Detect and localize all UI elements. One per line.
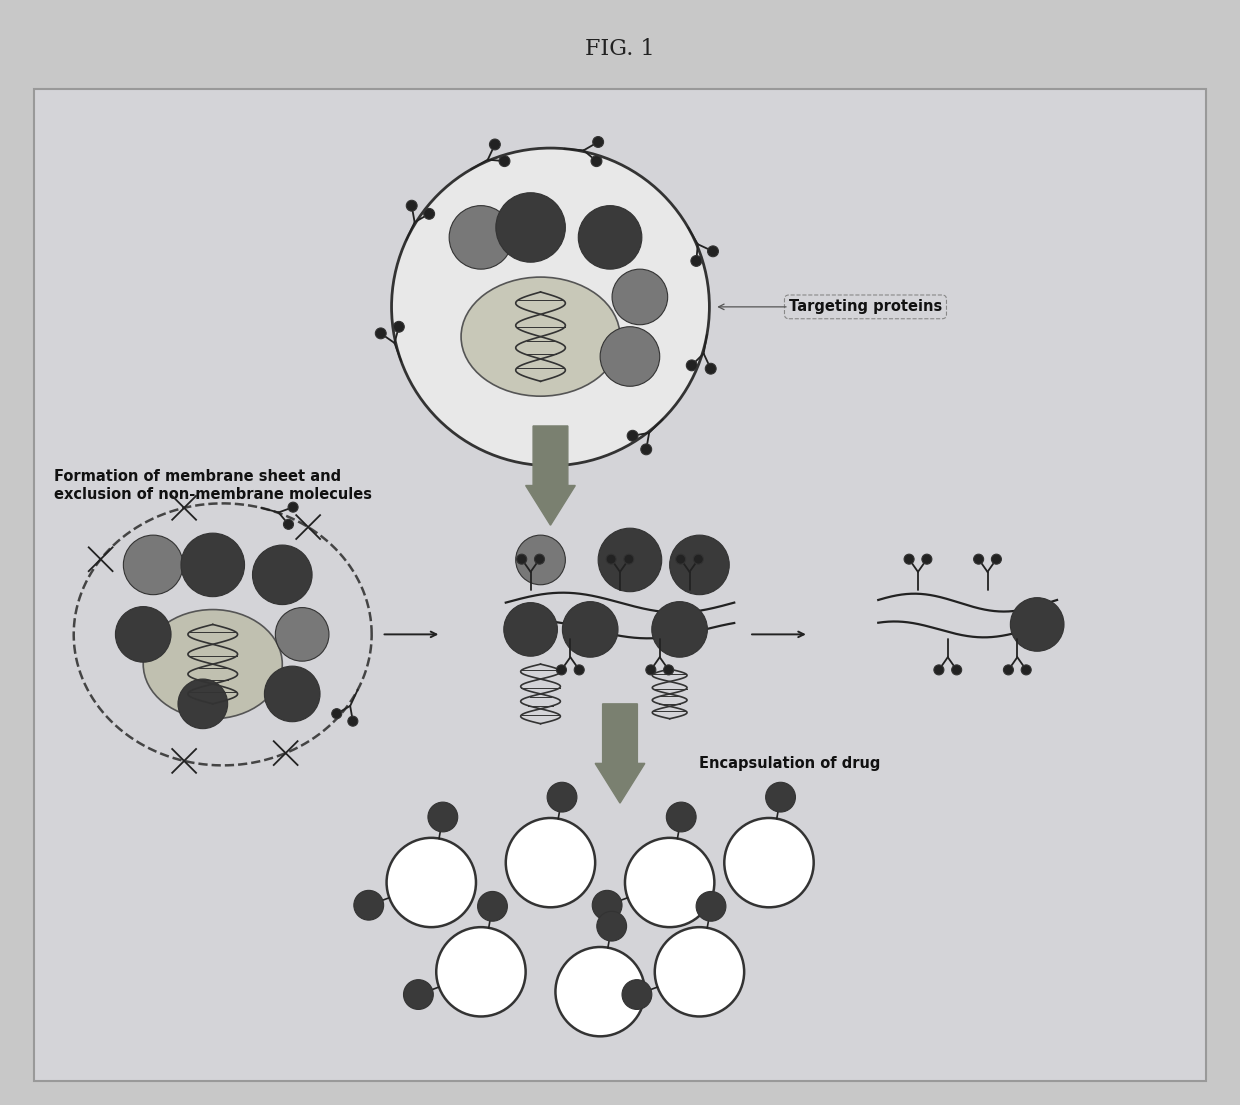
Circle shape	[181, 533, 244, 597]
Circle shape	[951, 665, 962, 675]
Circle shape	[765, 782, 795, 812]
Circle shape	[392, 148, 709, 465]
Circle shape	[332, 708, 342, 718]
Circle shape	[516, 535, 565, 585]
Circle shape	[663, 665, 673, 675]
Circle shape	[393, 322, 404, 333]
Circle shape	[641, 444, 652, 455]
Circle shape	[666, 802, 696, 832]
Circle shape	[436, 927, 526, 1017]
Circle shape	[696, 892, 725, 922]
Text: FIG. 1: FIG. 1	[585, 38, 655, 60]
Circle shape	[574, 665, 584, 675]
Circle shape	[598, 528, 662, 591]
Circle shape	[691, 255, 702, 266]
Circle shape	[424, 209, 434, 219]
Circle shape	[625, 838, 714, 927]
Circle shape	[934, 665, 944, 675]
Circle shape	[376, 328, 386, 339]
Circle shape	[627, 430, 639, 441]
Circle shape	[591, 156, 601, 167]
Circle shape	[547, 782, 577, 812]
Text: Encapsulation of drug: Encapsulation of drug	[699, 756, 880, 771]
Text: Targeting proteins: Targeting proteins	[789, 299, 942, 314]
Circle shape	[179, 680, 228, 728]
Circle shape	[353, 891, 383, 920]
Circle shape	[403, 980, 433, 1010]
Circle shape	[578, 206, 642, 270]
Circle shape	[921, 555, 932, 565]
Circle shape	[123, 535, 184, 594]
Ellipse shape	[461, 277, 620, 397]
Circle shape	[652, 601, 707, 657]
Circle shape	[264, 666, 320, 722]
Circle shape	[646, 665, 656, 675]
Circle shape	[284, 519, 294, 529]
Circle shape	[624, 555, 634, 565]
Circle shape	[477, 892, 507, 922]
Circle shape	[724, 818, 813, 907]
Circle shape	[686, 360, 697, 371]
Circle shape	[449, 206, 512, 270]
Circle shape	[670, 535, 729, 594]
Circle shape	[407, 200, 417, 211]
Circle shape	[613, 270, 667, 325]
Circle shape	[676, 555, 686, 565]
Text: Formation of membrane sheet and
exclusion of non-membrane molecules: Formation of membrane sheet and exclusio…	[53, 470, 372, 502]
Circle shape	[708, 246, 718, 256]
Circle shape	[556, 947, 645, 1036]
Ellipse shape	[144, 610, 283, 718]
Circle shape	[706, 364, 717, 375]
FancyBboxPatch shape	[33, 88, 1207, 1081]
Polygon shape	[526, 425, 575, 525]
Circle shape	[1011, 598, 1064, 651]
Circle shape	[496, 192, 565, 262]
Circle shape	[1022, 665, 1032, 675]
Circle shape	[655, 927, 744, 1017]
Circle shape	[288, 502, 298, 512]
Circle shape	[557, 665, 567, 675]
Circle shape	[490, 139, 500, 150]
Circle shape	[428, 802, 458, 832]
Circle shape	[253, 545, 312, 604]
Circle shape	[693, 555, 703, 565]
Circle shape	[348, 716, 358, 726]
Circle shape	[517, 555, 527, 565]
Circle shape	[563, 601, 618, 657]
Circle shape	[275, 608, 329, 661]
Circle shape	[498, 156, 510, 167]
Circle shape	[593, 891, 622, 920]
Circle shape	[1003, 665, 1013, 675]
Circle shape	[387, 838, 476, 927]
Circle shape	[506, 818, 595, 907]
Circle shape	[115, 607, 171, 662]
Circle shape	[503, 602, 558, 656]
Circle shape	[973, 555, 983, 565]
Polygon shape	[595, 704, 645, 803]
Circle shape	[534, 555, 544, 565]
Circle shape	[622, 980, 652, 1010]
Circle shape	[606, 555, 616, 565]
Circle shape	[992, 555, 1002, 565]
Circle shape	[600, 327, 660, 387]
Circle shape	[904, 555, 914, 565]
Circle shape	[596, 912, 626, 941]
Circle shape	[593, 137, 604, 147]
